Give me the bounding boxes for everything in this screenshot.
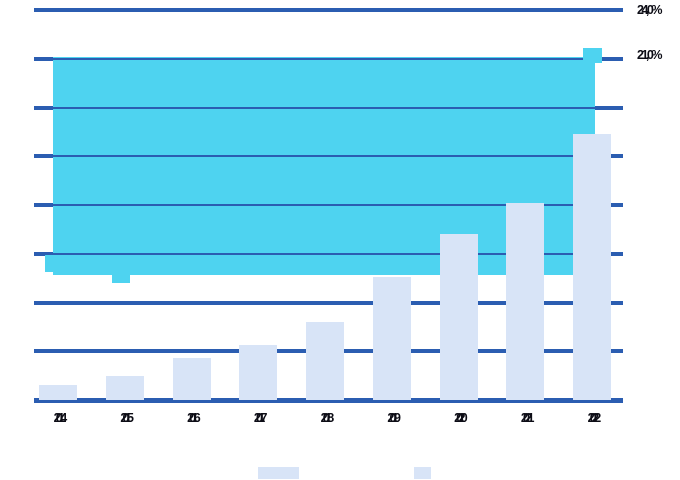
x-axis-label: 2021 <box>520 411 535 425</box>
x-axis-label: 2020 <box>454 411 468 425</box>
bar <box>372 277 411 400</box>
x-axis-label: 2017 <box>253 411 268 425</box>
bar <box>239 345 278 400</box>
legend-swatch-bars <box>258 467 299 479</box>
legend-swatch-secondary <box>414 467 431 479</box>
bar <box>39 385 77 400</box>
grid-overlay-line <box>53 58 595 60</box>
gridline <box>34 301 623 305</box>
x-axis-label: 2022 <box>587 411 602 425</box>
gridline <box>34 8 623 12</box>
last-point-marker <box>583 48 602 63</box>
bar <box>306 322 344 400</box>
x-axis-label: 2015 <box>120 411 134 425</box>
right-value-label-area: 21,0% <box>637 48 662 62</box>
bar <box>172 358 211 400</box>
x-axis-line <box>34 398 623 403</box>
grid-overlay-line <box>53 155 595 157</box>
grid-overlay-line <box>53 107 595 109</box>
bar <box>439 234 478 400</box>
x-axis-label: 2014 <box>53 411 68 425</box>
x-axis-label: 2018 <box>320 411 335 425</box>
area-edge-marker-left <box>45 255 53 272</box>
area-series <box>53 57 595 275</box>
bar <box>506 203 545 400</box>
bar <box>573 134 611 400</box>
x-axis-label: 2019 <box>387 411 401 425</box>
grid-overlay-line <box>53 253 595 255</box>
bar <box>105 376 144 400</box>
x-axis-label: 2016 <box>187 411 201 425</box>
right-value-label-top: 24,0% <box>637 3 662 17</box>
grid-overlay-line <box>53 204 595 206</box>
area-dip-marker <box>112 275 130 283</box>
